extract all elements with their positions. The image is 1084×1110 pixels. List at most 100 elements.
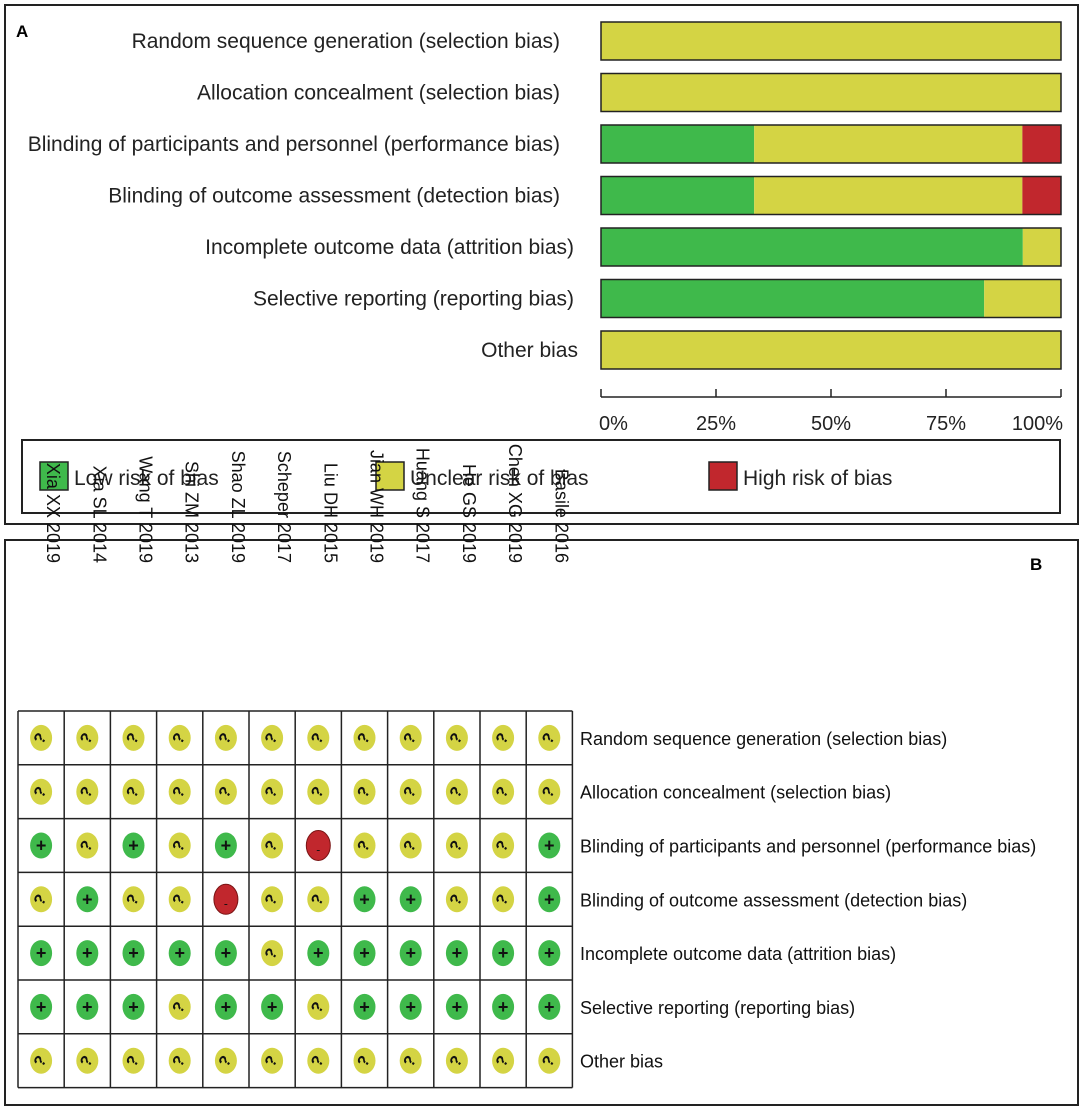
judgement-dot-unclear [492,832,515,859]
judgement-dot-unclear [30,778,53,805]
judgement-dot-low [353,886,376,913]
judgement-dot-unclear [307,778,330,805]
bar-segment-high [1022,176,1061,215]
judgement-dot-unclear [307,886,330,913]
panel-b-label: B [1030,555,1042,574]
bar-segment-high [1022,125,1061,163]
judgement-symbol: + [359,943,370,963]
bar-segment-low [601,228,1023,266]
judgement-dot-unclear [492,886,515,913]
judgement-dot-unclear [445,886,468,913]
judgement-dot-low [399,940,422,967]
judgement-symbol: + [544,997,555,1017]
judgement-dot-low [492,940,515,967]
bar-segment-low [601,176,755,215]
judgement-dot-unclear [307,1047,330,1074]
bar-outline [600,124,1062,164]
judgement-symbol: + [313,943,324,963]
category-label: Blinding of participants and personnel (… [28,133,560,156]
judgement-dot-unclear [261,886,284,913]
judgement-dot-low [76,993,99,1020]
judgement-dot-unclear [122,1047,145,1074]
judgement-dot-unclear [261,940,284,967]
judgement-dot-low [30,993,53,1020]
bar-segment-low [601,125,755,163]
category-label: Other bias [481,339,578,362]
study-label: Shi ZM 2013 [182,461,202,563]
judgement-dot-high [213,883,239,915]
judgement-dot-low [538,832,561,859]
judgement-dot-unclear [353,724,376,751]
judgement-symbol: + [82,943,93,963]
judgement-dot-unclear [307,724,330,751]
judgement-dot-low [168,940,191,967]
judgement-dot-unclear [399,832,422,859]
study-label: Xia SL 2014 [89,466,109,563]
category-label: Blinding of outcome assessment (detectio… [108,185,560,208]
legend-label-high: High risk of bias [743,467,892,490]
bar-outline [600,330,1062,370]
panel-a-category-labels: Random sequence generation (selection bi… [28,30,578,362]
judgement-dot-unclear [399,724,422,751]
x-tick-label: 50% [811,413,851,435]
domain-label: Other bias [580,1052,663,1072]
judgement-dot-low [76,940,99,967]
judgement-dot-unclear [122,724,145,751]
study-label: Chen XG 2019 [505,444,525,563]
judgement-dot-unclear [76,724,99,751]
category-label: Allocation concealment (selection bias) [197,82,560,105]
bar-segment-unclear [984,279,1061,318]
judgement-dot-unclear [261,778,284,805]
judgement-dot-low [399,886,422,913]
legend-frame [21,439,1061,514]
judgement-dot-unclear [353,1047,376,1074]
judgement-dot-unclear [492,724,515,751]
judgement-symbol: - [224,896,228,910]
judgement-dot-low [122,832,145,859]
study-label: Liu DH 2015 [320,463,340,563]
judgement-symbol: + [128,997,139,1017]
judgement-symbol: - [316,843,320,857]
judgement-dot-low [538,993,561,1020]
judgement-symbol: + [221,836,232,856]
judgement-dot-unclear [214,1047,237,1074]
judgement-symbol: + [498,997,509,1017]
legend-swatch-unclear [375,461,405,491]
judgement-dot-low [76,886,99,913]
bar-outline [600,21,1062,61]
judgement-dot-low [445,940,468,967]
judgement-dot-unclear [445,724,468,751]
domain-label: Allocation concealment (selection bias) [580,783,891,803]
judgement-dot-unclear [492,778,515,805]
x-tick-label: 75% [926,413,966,435]
domain-label: Random sequence generation (selection bi… [580,729,947,749]
judgement-symbol: + [221,943,232,963]
bar-outline [600,227,1062,267]
judgement-dot-low [214,993,237,1020]
judgement-dot-unclear [538,778,561,805]
judgement-dot-unclear [353,832,376,859]
judgement-symbol: + [174,943,185,963]
judgement-dot-unclear [122,778,145,805]
judgement-dot-low [30,832,53,859]
study-label: Huang S 2017 [413,448,433,563]
bar-segment-unclear [754,125,1023,163]
legend-label-unclear: Unclear risk of bias [410,467,589,490]
judgement-dot-low [214,832,237,859]
legend-label-low: Low risk of bias [74,467,219,490]
judgement-dot-unclear [261,832,284,859]
bar-outline [600,72,1062,113]
category-label: Selective reporting (reporting bias) [253,288,574,311]
judgement-dot-low [214,940,237,967]
judgement-symbol: + [544,889,555,909]
x-tick-label: 0% [599,413,628,435]
judgement-dot-unclear [307,993,330,1020]
judgement-dot-low [399,993,422,1020]
judgement-dot-unclear [214,724,237,751]
panel-b-frame [4,539,1079,1106]
judgement-symbol: + [36,943,47,963]
judgement-dot-low [307,940,330,967]
judgement-dot-unclear [214,778,237,805]
study-label: He GS 2019 [459,464,479,563]
